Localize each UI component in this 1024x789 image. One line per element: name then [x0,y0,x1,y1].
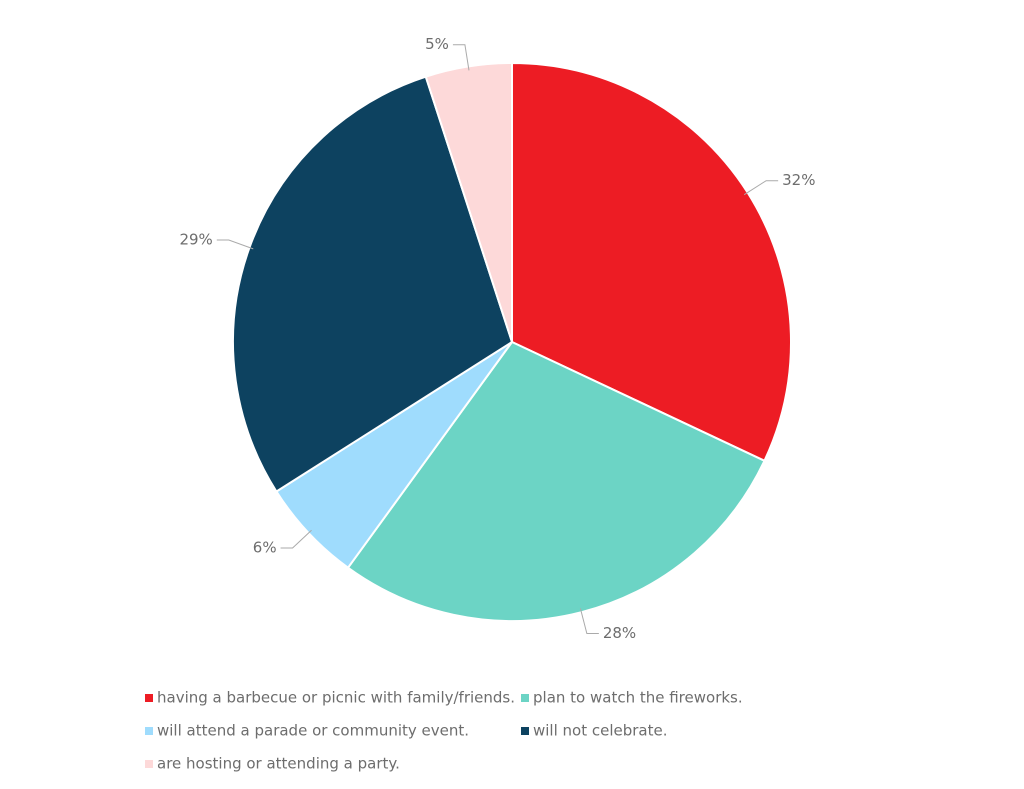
leader-line [280,529,312,549]
legend-label: plan to watch the fireworks. [533,689,743,707]
data-label: 29% [179,231,212,249]
legend-swatch [521,727,529,735]
legend-label: will attend a parade or community event. [157,722,469,740]
leader-line [452,44,470,71]
leader-line [216,239,254,250]
leader-line [743,180,779,196]
data-label: 32% [782,171,815,189]
data-label: 6% [253,539,277,557]
legend-label: are hosting or attending a party. [157,755,400,773]
legend-label: having a barbecue or picnic with family/… [157,689,515,707]
legend-swatch [145,727,153,735]
data-label: 28% [603,624,636,642]
legend-swatch [145,760,153,768]
leader-line [579,608,599,635]
legend-swatch [145,694,153,702]
data-label: 5% [425,35,449,53]
legend-swatch [521,694,529,702]
legend-label: will not celebrate. [533,722,668,740]
